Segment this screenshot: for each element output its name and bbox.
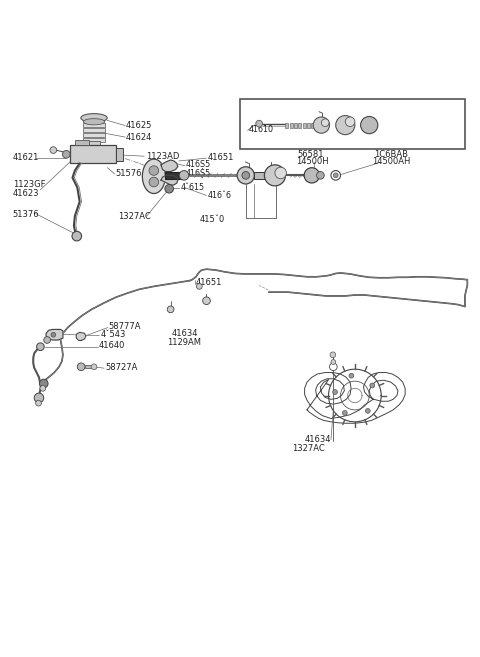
Bar bbox=[286, 123, 288, 128]
Circle shape bbox=[365, 409, 370, 413]
Text: 1123AD: 1123AD bbox=[146, 152, 179, 161]
Circle shape bbox=[62, 150, 70, 158]
Text: 41651: 41651 bbox=[196, 278, 222, 287]
Circle shape bbox=[36, 400, 41, 406]
Bar bbox=[84, 128, 105, 132]
Text: 41634: 41634 bbox=[305, 435, 331, 444]
Circle shape bbox=[242, 171, 250, 179]
Polygon shape bbox=[76, 332, 86, 340]
Circle shape bbox=[149, 177, 158, 187]
Text: 1327AC: 1327AC bbox=[118, 212, 151, 221]
Text: 1129AM: 1129AM bbox=[167, 338, 201, 347]
Circle shape bbox=[36, 343, 44, 351]
Circle shape bbox=[322, 119, 329, 127]
Circle shape bbox=[40, 386, 46, 391]
Circle shape bbox=[165, 185, 173, 193]
Circle shape bbox=[264, 165, 286, 186]
Text: 41610: 41610 bbox=[249, 125, 274, 135]
Bar bbox=[312, 123, 314, 128]
Circle shape bbox=[149, 166, 158, 175]
Circle shape bbox=[72, 231, 82, 241]
Text: 58777A: 58777A bbox=[109, 322, 142, 331]
Bar bbox=[299, 123, 301, 128]
Text: 41624: 41624 bbox=[126, 133, 153, 141]
Circle shape bbox=[317, 171, 324, 179]
Circle shape bbox=[39, 379, 48, 388]
Bar bbox=[70, 145, 116, 164]
Circle shape bbox=[34, 393, 44, 403]
Text: 41634: 41634 bbox=[172, 328, 199, 338]
Bar bbox=[294, 123, 297, 128]
Text: 1123GF: 1123GF bbox=[12, 181, 45, 189]
Bar bbox=[85, 365, 92, 368]
Text: 41623: 41623 bbox=[12, 189, 39, 198]
Text: 4ˇ615: 4ˇ615 bbox=[180, 183, 204, 192]
Text: 416ˇ6: 416ˇ6 bbox=[207, 191, 231, 200]
Circle shape bbox=[77, 363, 85, 371]
Text: 14500AH: 14500AH bbox=[372, 157, 410, 166]
Text: 51576: 51576 bbox=[116, 170, 142, 179]
Circle shape bbox=[179, 171, 189, 180]
Circle shape bbox=[345, 117, 355, 127]
Text: 56581: 56581 bbox=[298, 150, 324, 159]
Circle shape bbox=[349, 373, 354, 378]
Circle shape bbox=[313, 117, 329, 133]
Bar bbox=[240, 99, 465, 149]
Circle shape bbox=[370, 383, 375, 388]
Circle shape bbox=[342, 411, 347, 415]
Text: 4ˇ543: 4ˇ543 bbox=[100, 330, 126, 339]
Circle shape bbox=[50, 147, 57, 154]
Text: 58727A: 58727A bbox=[105, 363, 137, 373]
Circle shape bbox=[91, 364, 97, 370]
Text: 41621: 41621 bbox=[12, 153, 39, 162]
Bar bbox=[84, 133, 105, 137]
Bar bbox=[84, 137, 105, 142]
Text: 51376: 51376 bbox=[12, 210, 39, 219]
Text: 1327AC: 1327AC bbox=[292, 444, 324, 453]
Circle shape bbox=[331, 171, 340, 180]
Text: 14500H: 14500H bbox=[297, 157, 329, 166]
Polygon shape bbox=[161, 175, 178, 185]
Circle shape bbox=[333, 173, 338, 178]
Circle shape bbox=[333, 390, 337, 394]
Circle shape bbox=[237, 167, 254, 184]
Bar bbox=[75, 141, 89, 145]
Bar bbox=[88, 141, 100, 147]
Bar bbox=[307, 123, 310, 128]
Bar bbox=[84, 123, 105, 127]
Circle shape bbox=[275, 168, 287, 179]
Text: 41640: 41640 bbox=[99, 341, 125, 350]
Circle shape bbox=[331, 359, 336, 365]
Circle shape bbox=[44, 336, 50, 344]
Polygon shape bbox=[46, 329, 63, 340]
Circle shape bbox=[304, 168, 320, 183]
Bar bbox=[303, 123, 306, 128]
Polygon shape bbox=[161, 160, 178, 171]
Circle shape bbox=[203, 297, 210, 305]
Circle shape bbox=[360, 116, 378, 134]
Circle shape bbox=[256, 120, 263, 127]
Bar bbox=[290, 123, 293, 128]
Ellipse shape bbox=[81, 114, 107, 122]
Text: 1C6BAB: 1C6BAB bbox=[374, 150, 408, 159]
Circle shape bbox=[196, 284, 202, 289]
Text: 416Ș5: 416Ș5 bbox=[186, 160, 211, 170]
Circle shape bbox=[329, 363, 337, 371]
Text: 41651: 41651 bbox=[207, 152, 234, 162]
Ellipse shape bbox=[83, 119, 105, 125]
Circle shape bbox=[336, 116, 355, 135]
Bar bbox=[165, 171, 183, 179]
Text: 416Ș5: 416Ș5 bbox=[186, 169, 211, 178]
Bar bbox=[116, 148, 123, 161]
Text: 415ˇ0: 415ˇ0 bbox=[199, 215, 225, 224]
Ellipse shape bbox=[143, 159, 165, 194]
Circle shape bbox=[51, 332, 56, 337]
Circle shape bbox=[167, 306, 174, 313]
Circle shape bbox=[330, 352, 336, 357]
Bar bbox=[254, 171, 269, 179]
Text: 41625: 41625 bbox=[126, 121, 153, 130]
